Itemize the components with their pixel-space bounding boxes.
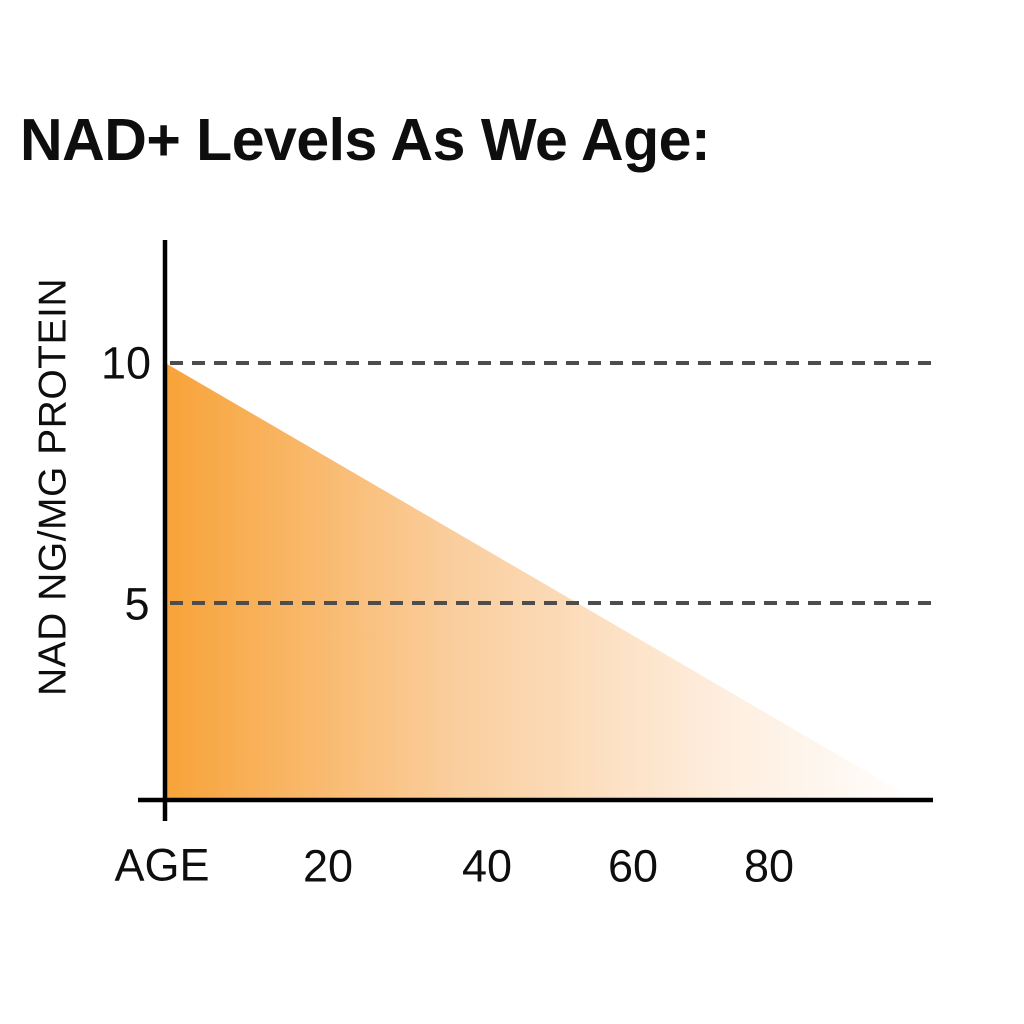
x-tick-80: 80 — [743, 840, 795, 892]
y-tick-5: 5 — [124, 578, 150, 630]
y-tick-10: 10 — [100, 337, 152, 389]
x-axis-title: AGE — [114, 839, 210, 891]
page-title: NAD+ Levels As We Age: — [20, 107, 711, 173]
x-tick-60: 60 — [607, 840, 659, 892]
x-tick-40: 40 — [461, 840, 513, 892]
y-axis-title: NAD NG/MG PROTEIN — [31, 277, 75, 697]
x-tick-20: 20 — [302, 840, 354, 892]
nad-area-fill — [167, 364, 912, 798]
